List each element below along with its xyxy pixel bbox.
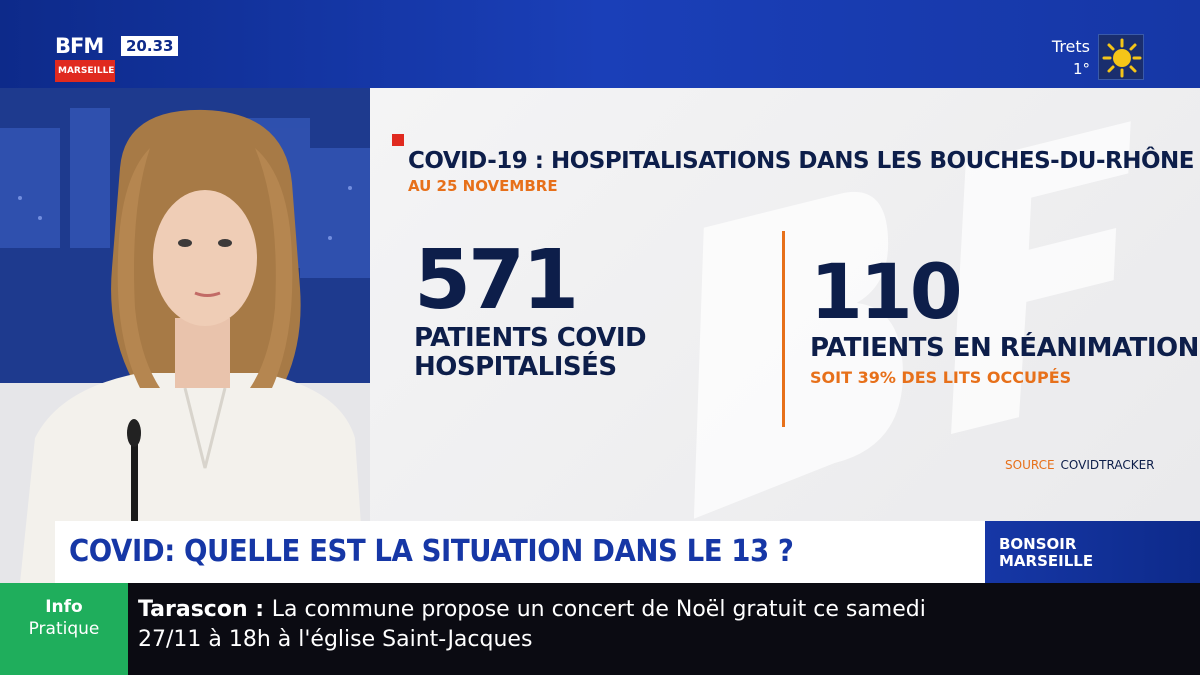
- ticker-text-line-2: 27/11 à 18h à l'église Saint-Jacques: [138, 627, 533, 652]
- graphic-date: AU 25 NOVEMBRE: [408, 177, 558, 195]
- info-graphic: COVID-19 : HOSPITALISATIONS DANS LES BOU…: [370, 88, 1200, 521]
- ticker-text: Tarascon : La commune propose un concert…: [138, 595, 1188, 655]
- weather-city: Trets: [1051, 37, 1090, 56]
- show-name-line-1: BONSOIR: [999, 535, 1077, 553]
- lower-third-text: COVID: QUELLE EST LA SITUATION DANS LE 1…: [69, 534, 794, 569]
- ticker-separator: :: [247, 597, 272, 622]
- ticker-category: Info Pratique: [0, 583, 128, 675]
- graphic-source: SOURCE COVIDTRACKER: [1005, 458, 1155, 472]
- stat-icu: 110 PATIENTS EN RÉANIMATION SOIT 39% DES…: [810, 247, 1199, 388]
- presenter: [0, 88, 370, 583]
- weather-temperature: 1°: [1072, 60, 1090, 78]
- graphic-headline: COVID-19 : HOSPITALISATIONS DANS LES BOU…: [408, 148, 1195, 174]
- stat-divider: [782, 231, 785, 427]
- stat-icu-value: 110: [810, 247, 963, 336]
- clock: 20.33: [121, 36, 179, 56]
- source-label: SOURCE: [1005, 458, 1055, 472]
- stat-icu-label: PATIENTS EN RÉANIMATION: [810, 333, 1199, 363]
- lower-third-title: COVID: QUELLE EST LA SITUATION DANS LE 1…: [55, 521, 985, 583]
- ticker-line-1: Tarascon : La commune propose un concert…: [138, 595, 1188, 625]
- stat-hospitalized: 571 PATIENTS COVID HOSPITALISÉS: [414, 233, 647, 382]
- news-ticker: Info Pratique Tarascon : La commune prop…: [0, 583, 1200, 675]
- red-square-marker: [392, 134, 404, 146]
- sun-icon: [1098, 34, 1144, 80]
- channel-city: MARSEILLE: [55, 60, 115, 82]
- ticker-place: Tarascon: [138, 597, 248, 622]
- ticker-category-line-1: Info: [45, 597, 83, 617]
- channel-name: BFM: [55, 34, 104, 58]
- top-bar: BFM 20.33 MARSEILLE Trets 1°: [0, 0, 1200, 88]
- source-value: COVIDTRACKER: [1060, 458, 1155, 472]
- show-name-tag: BONSOIR MARSEILLE: [985, 521, 1200, 583]
- bfm-watermark: [621, 88, 1200, 521]
- stat-hospitalized-label-2: HOSPITALISÉS: [414, 352, 617, 382]
- stat-hospitalized-value: 571: [414, 233, 579, 328]
- ticker-category-line-2: Pratique: [28, 619, 100, 639]
- stat-icu-sub: SOIT 39% DES LITS OCCUPÉS: [810, 368, 1072, 387]
- stat-hospitalized-label-1: PATIENTS COVID: [414, 323, 647, 353]
- ticker-text-line-1: La commune propose un concert de Noël gr…: [271, 597, 926, 622]
- weather-widget: Trets 1°: [1052, 37, 1090, 78]
- show-name-line-2: MARSEILLE: [999, 552, 1094, 570]
